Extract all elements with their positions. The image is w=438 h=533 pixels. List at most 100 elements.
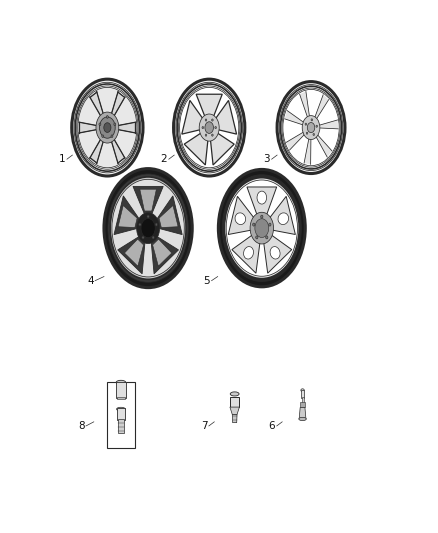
Text: 3: 3 xyxy=(264,154,270,164)
Ellipse shape xyxy=(152,236,154,239)
Polygon shape xyxy=(299,407,306,419)
Ellipse shape xyxy=(176,82,243,173)
Text: 4: 4 xyxy=(87,276,94,286)
Polygon shape xyxy=(285,110,306,126)
Ellipse shape xyxy=(299,417,306,421)
Ellipse shape xyxy=(255,219,269,238)
Ellipse shape xyxy=(102,135,104,138)
Ellipse shape xyxy=(173,79,245,176)
Ellipse shape xyxy=(99,123,101,126)
Ellipse shape xyxy=(116,381,126,384)
Ellipse shape xyxy=(270,247,280,259)
Ellipse shape xyxy=(108,174,188,282)
Text: 8: 8 xyxy=(78,421,85,431)
Ellipse shape xyxy=(253,223,255,226)
Polygon shape xyxy=(110,92,125,122)
Ellipse shape xyxy=(282,88,340,167)
Polygon shape xyxy=(210,132,234,165)
Ellipse shape xyxy=(215,126,216,128)
FancyBboxPatch shape xyxy=(301,397,304,402)
Ellipse shape xyxy=(147,215,149,218)
Text: 5: 5 xyxy=(204,276,210,286)
Ellipse shape xyxy=(77,86,138,169)
Polygon shape xyxy=(110,134,125,163)
Polygon shape xyxy=(90,92,105,122)
Ellipse shape xyxy=(212,119,213,121)
Ellipse shape xyxy=(212,134,213,136)
Polygon shape xyxy=(90,134,105,163)
Polygon shape xyxy=(314,95,328,122)
Polygon shape xyxy=(152,239,172,266)
Polygon shape xyxy=(133,187,163,216)
Ellipse shape xyxy=(110,177,186,279)
Ellipse shape xyxy=(222,175,301,281)
Polygon shape xyxy=(300,92,310,120)
Polygon shape xyxy=(140,189,156,211)
Ellipse shape xyxy=(141,219,155,238)
Ellipse shape xyxy=(111,135,113,138)
Polygon shape xyxy=(118,236,145,274)
Ellipse shape xyxy=(202,126,204,128)
Ellipse shape xyxy=(277,82,345,174)
Polygon shape xyxy=(118,206,137,228)
Ellipse shape xyxy=(142,236,144,239)
Ellipse shape xyxy=(155,223,157,226)
Polygon shape xyxy=(214,100,237,134)
Ellipse shape xyxy=(219,169,305,287)
Polygon shape xyxy=(156,196,182,235)
Ellipse shape xyxy=(235,213,246,224)
Text: 1: 1 xyxy=(59,154,66,164)
Ellipse shape xyxy=(313,133,314,135)
Ellipse shape xyxy=(278,213,289,224)
Polygon shape xyxy=(232,234,260,273)
Polygon shape xyxy=(230,407,240,415)
Polygon shape xyxy=(247,187,277,216)
Ellipse shape xyxy=(224,177,299,279)
Ellipse shape xyxy=(311,119,313,121)
Ellipse shape xyxy=(279,85,343,171)
FancyBboxPatch shape xyxy=(301,390,304,398)
Text: 2: 2 xyxy=(161,154,167,164)
Ellipse shape xyxy=(257,191,267,204)
Ellipse shape xyxy=(137,213,159,244)
Ellipse shape xyxy=(283,90,339,166)
Polygon shape xyxy=(228,196,255,235)
Ellipse shape xyxy=(256,236,258,239)
Polygon shape xyxy=(286,131,307,150)
Polygon shape xyxy=(159,206,178,228)
Polygon shape xyxy=(314,133,332,157)
Ellipse shape xyxy=(199,114,219,141)
Ellipse shape xyxy=(266,236,268,239)
Ellipse shape xyxy=(269,223,271,226)
Polygon shape xyxy=(79,122,102,133)
Polygon shape xyxy=(182,100,204,134)
Ellipse shape xyxy=(230,392,239,396)
Ellipse shape xyxy=(114,123,116,126)
Ellipse shape xyxy=(306,132,308,134)
Text: 7: 7 xyxy=(201,421,208,431)
Ellipse shape xyxy=(177,84,241,171)
FancyBboxPatch shape xyxy=(300,402,305,407)
Ellipse shape xyxy=(179,86,240,169)
Ellipse shape xyxy=(307,123,315,133)
Ellipse shape xyxy=(74,82,141,173)
Ellipse shape xyxy=(112,179,184,277)
FancyBboxPatch shape xyxy=(118,419,124,433)
Ellipse shape xyxy=(261,215,263,218)
Ellipse shape xyxy=(226,180,297,276)
Polygon shape xyxy=(232,415,237,423)
Polygon shape xyxy=(151,236,179,274)
Polygon shape xyxy=(317,120,338,129)
Ellipse shape xyxy=(302,116,320,140)
Ellipse shape xyxy=(139,223,141,226)
Ellipse shape xyxy=(75,84,139,171)
Polygon shape xyxy=(184,132,208,165)
FancyBboxPatch shape xyxy=(106,382,135,448)
Ellipse shape xyxy=(117,407,125,411)
Polygon shape xyxy=(124,239,144,266)
Text: 6: 6 xyxy=(268,421,276,431)
Polygon shape xyxy=(114,196,140,235)
Ellipse shape xyxy=(72,79,143,176)
Ellipse shape xyxy=(244,247,254,259)
Ellipse shape xyxy=(205,122,213,133)
